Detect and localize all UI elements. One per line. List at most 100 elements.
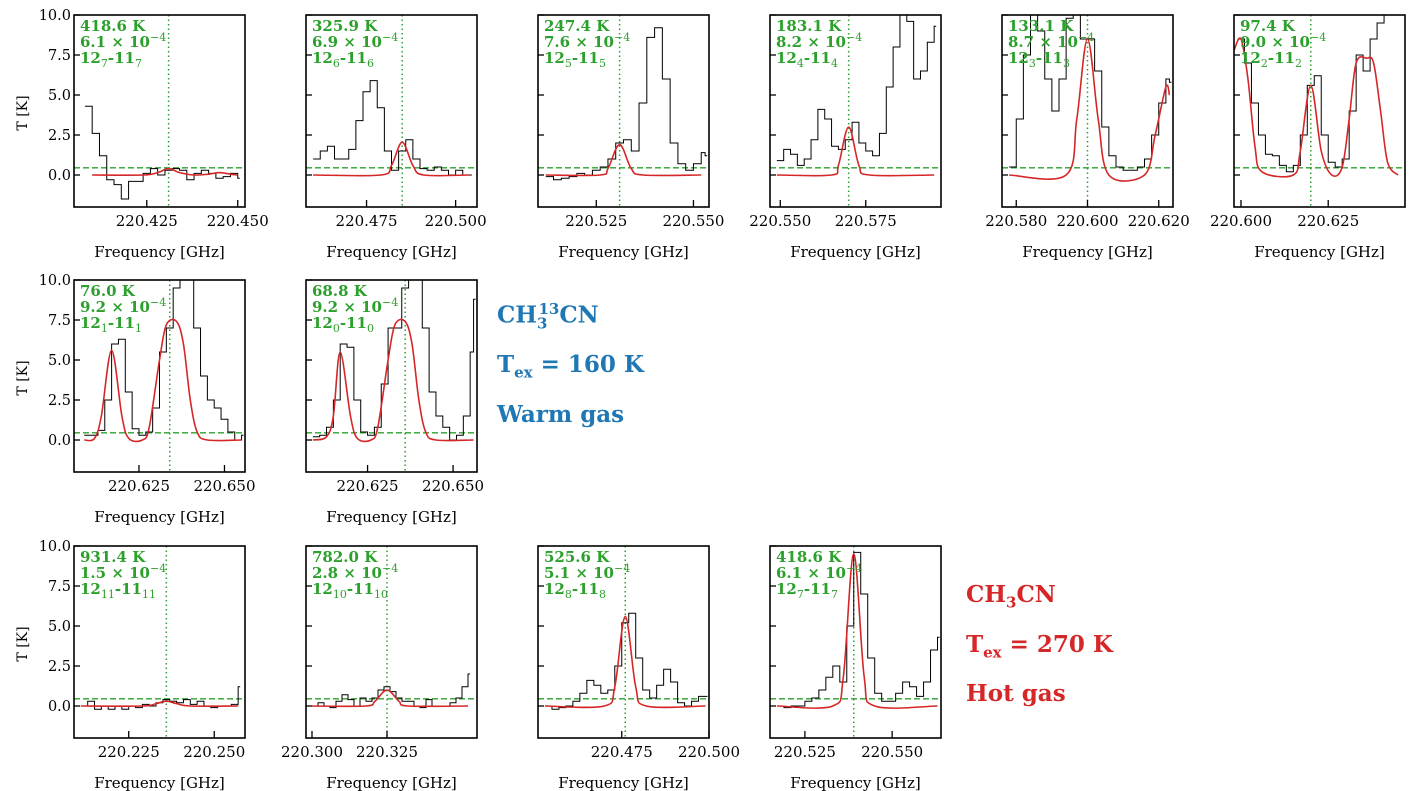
panel-8: 220.625 220.650 Frequency [GHz] 68.8 K9.2 ×… <box>305 279 484 526</box>
model-spectrum <box>1009 38 1171 182</box>
y-tick-label: 7.5 <box>48 313 71 329</box>
hot-gas-label: Hot gas <box>966 680 1066 708</box>
einstein-a-mantissa: 8.2 × 10 <box>776 33 846 51</box>
model-spectrum <box>92 167 238 176</box>
hot-molecule-label: CH3CN <box>966 581 1056 612</box>
plot-area <box>1234 15 1405 207</box>
x-tick-label: 220.225 <box>98 743 160 761</box>
transition-label: 125-115 <box>544 49 606 70</box>
einstein-a-exponent: −4 <box>1310 31 1326 44</box>
einstein-a-mantissa: 1.5 × 10 <box>80 564 150 582</box>
transition-lower-j: -11 <box>1036 49 1063 67</box>
axes-frame <box>305 14 478 208</box>
warm-gas-legend: CH313CN Tex = 160 K Warm gas <box>497 289 644 435</box>
observed-spectrum <box>776 15 937 166</box>
observed-spectrum <box>776 551 940 709</box>
transition-lower-k: 0 <box>367 322 374 335</box>
transition-lower-k: 3 <box>1063 57 1070 70</box>
warm-molecule-label: CH313CN <box>497 300 599 333</box>
x-axis-label: Frequency [GHz] <box>94 774 225 791</box>
plot-area <box>306 15 477 207</box>
axes-frame <box>73 279 246 473</box>
transition-label: 124-114 <box>776 49 838 70</box>
axes-frame <box>769 545 942 739</box>
y-axis-label: T [K] <box>15 360 31 395</box>
transition-lower-j: -11 <box>1268 49 1295 67</box>
einstein-a-exponent: −4 <box>150 296 166 309</box>
einstein-a-label: 9.0 × 10−4 <box>1240 31 1326 51</box>
observed-spectrum <box>544 612 708 710</box>
transition-upper-k: 8 <box>565 588 572 601</box>
y-axis-label: T [K] <box>15 95 31 130</box>
einstein-a-label: 2.8 × 10−4 <box>312 562 398 582</box>
transition-lower-k: 6 <box>367 57 374 70</box>
x-tick-label: 220.580 <box>985 212 1047 230</box>
observed-spectrum <box>1237 15 1385 173</box>
transition-upper-k: 7 <box>101 57 108 70</box>
transition-upper-k: 1 <box>101 322 108 335</box>
y-tick-label: 0.0 <box>48 433 71 449</box>
panel-3: 220.525 220.550 Frequency [GHz] 247.4 K7.6 … <box>537 14 724 261</box>
x-tick-label: 220.425 <box>116 212 178 230</box>
transition-lower-j: -11 <box>572 580 599 598</box>
y-tick-label: 0.0 <box>48 168 71 184</box>
transition-label: 126-116 <box>312 49 374 70</box>
upper-energy-label: 418.6 K <box>80 17 146 35</box>
x-tick-label: 220.625 <box>337 477 399 495</box>
transition-upper-k: 4 <box>797 57 804 70</box>
observed-spectrum <box>1009 15 1172 171</box>
transition-lower-k: 1 <box>135 322 142 335</box>
transition-lower-j: -11 <box>340 314 367 332</box>
einstein-a-label: 6.9 × 10−4 <box>312 31 398 51</box>
panel-4: 220.550 220.575 Frequency [GHz] 183.1 K8.2 … <box>749 14 942 261</box>
transition-upper-j: 12 <box>544 49 565 67</box>
transition-lower-k: 5 <box>599 57 606 70</box>
transition-upper-k: 3 <box>1029 57 1036 70</box>
model-spectrum <box>1234 37 1399 178</box>
axes-frame <box>769 14 942 208</box>
panel-12: 220.525 220.550 Frequency [GHz] 418.6 K6.1 … <box>769 545 942 791</box>
einstein-a-mantissa: 9.2 × 10 <box>312 298 382 316</box>
transition-lower-j: -11 <box>347 580 374 598</box>
x-tick-label: 220.650 <box>193 477 255 495</box>
upper-energy-label: 183.1 K <box>776 17 842 35</box>
einstein-a-exponent: −4 <box>846 31 862 44</box>
plot-area <box>1002 15 1173 207</box>
panel-7: 0.0 2.5 5.0 7.5 10.0 T [K] 220.625 220.650 Frequ… <box>15 273 255 526</box>
upper-energy-label: 247.4 K <box>544 17 610 35</box>
transition-lower-k: 7 <box>831 588 838 601</box>
warm-gas-label: Warm gas <box>497 400 625 428</box>
model-spectrum <box>80 700 239 707</box>
plot-area <box>770 15 941 207</box>
einstein-a-mantissa: 2.8 × 10 <box>312 564 382 582</box>
einstein-a-mantissa: 6.1 × 10 <box>776 564 846 582</box>
x-axis-label: Frequency [GHz] <box>558 774 689 791</box>
upper-energy-label: 133.1 K <box>1008 17 1074 35</box>
einstein-a-exponent: −4 <box>1078 31 1094 44</box>
einstein-a-label: 9.2 × 10−4 <box>80 296 166 316</box>
einstein-a-mantissa: 9.0 × 10 <box>1240 33 1310 51</box>
transition-upper-k: 6 <box>333 57 340 70</box>
transition-label: 123-113 <box>1008 49 1070 70</box>
model-spectrum <box>776 126 935 177</box>
transition-upper-j: 12 <box>312 49 333 67</box>
panel-1: 0.0 2.5 5.0 7.5 10.0 T [K] 220.425 220.450 Frequ… <box>15 8 269 261</box>
einstein-a-mantissa: 9.2 × 10 <box>80 298 150 316</box>
transition-upper-j: 12 <box>544 580 565 598</box>
transition-label: 1211-1111 <box>80 580 156 601</box>
transition-upper-k: 5 <box>565 57 572 70</box>
hot-gas-legend: CH3CN Tex = 270 K Hot gas <box>966 574 1113 714</box>
einstein-a-exponent: −4 <box>614 31 630 44</box>
model-spectrum <box>313 141 470 177</box>
panel-11: 220.475 220.500 Frequency [GHz] 525.6 K5.1 … <box>537 545 740 791</box>
transition-lower-j: -11 <box>804 580 831 598</box>
observed-spectrum <box>312 280 476 441</box>
transition-upper-k: 10 <box>333 588 347 601</box>
transition-upper-j: 12 <box>312 580 333 598</box>
x-tick-label: 220.475 <box>591 743 653 761</box>
transition-upper-k: 0 <box>333 322 340 335</box>
hot-tex-label: Tex = 270 K <box>966 630 1113 662</box>
transition-lower-k: 10 <box>374 588 388 601</box>
x-axis-label: Frequency [GHz] <box>1254 243 1385 261</box>
transition-upper-j: 12 <box>776 49 797 67</box>
